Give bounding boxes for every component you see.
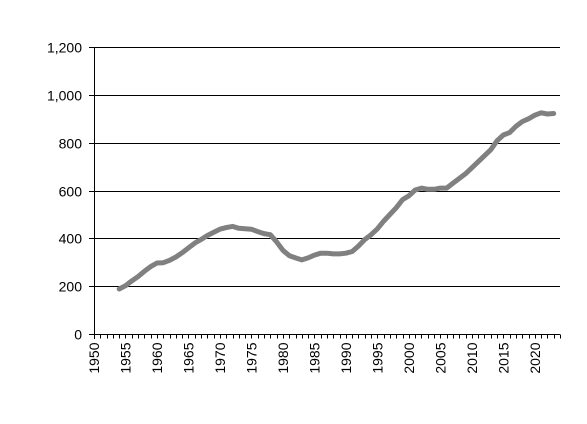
y-tick-label: 200 — [59, 279, 83, 295]
x-tick-label: 1970 — [212, 342, 228, 373]
x-tick-label: 1955 — [117, 342, 133, 373]
x-tick-label: 1950 — [86, 342, 102, 373]
x-tick-label: 1995 — [369, 342, 385, 373]
x-tick-label: 2020 — [527, 342, 543, 373]
series — [116, 110, 557, 292]
x-tick-label: 1960 — [149, 342, 165, 373]
x-tick-label: 2005 — [432, 342, 448, 373]
x-tick-label: 1985 — [306, 342, 322, 373]
x-tick-label: 1990 — [338, 342, 354, 373]
y-tick-label: 800 — [59, 136, 83, 152]
x-tick-label: 2000 — [401, 342, 417, 373]
y-tick-labels: 0 200 400 600 800 1,000 1,200 — [47, 40, 82, 343]
gridlines — [94, 47, 560, 287]
y-tick-label: 400 — [59, 231, 83, 247]
x-tick-label: 1965 — [180, 342, 196, 373]
series-line-0 — [116, 110, 557, 292]
y-tick-label: 1,000 — [47, 88, 82, 104]
y-tick-label: 1,200 — [47, 40, 82, 56]
x-tick-label: 1980 — [275, 342, 291, 373]
x-tick-label: 1975 — [243, 342, 259, 373]
x-tick-label: 2015 — [495, 342, 511, 373]
axes — [89, 47, 561, 339]
y-tick-label: 600 — [59, 184, 83, 200]
x-tick-labels: 1950 1955 1960 1965 1970 1975 1980 1985 1990 1995… — [86, 342, 543, 373]
y-tick-label: 0 — [74, 327, 82, 343]
x-tick-label: 2010 — [464, 342, 480, 373]
